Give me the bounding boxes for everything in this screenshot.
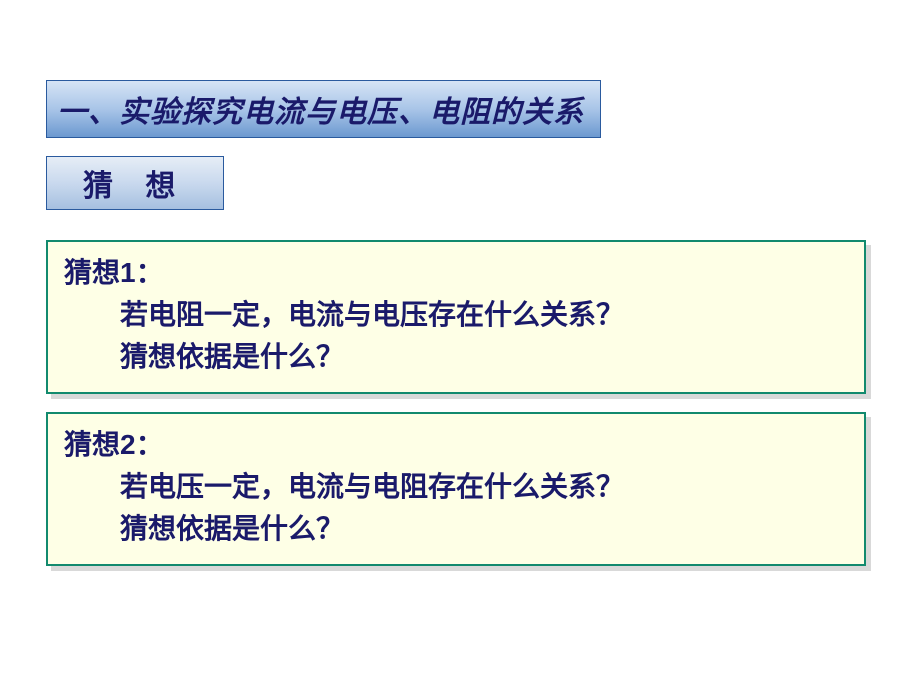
- hypothesis-2-line1: 若电压一定，电流与电阻存在什么关系？: [64, 466, 848, 508]
- section-title: 一、实验探究电流与电压、电阻的关系: [46, 80, 601, 138]
- hypothesis-2-line2: 猜想依据是什么？: [64, 508, 848, 550]
- hypothesis-2-heading: 猜想2：: [64, 424, 848, 466]
- hypothesis-box-1: 猜想1： 若电阻一定，电流与电压存在什么关系？ 猜想依据是什么？: [46, 240, 866, 394]
- hypothesis-1-line2: 猜想依据是什么？: [64, 336, 848, 378]
- hypothesis-box-2: 猜想2： 若电压一定，电流与电阻存在什么关系？ 猜想依据是什么？: [46, 412, 866, 566]
- slide: 一、实验探究电流与电压、电阻的关系 猜 想 猜想1： 若电阻一定，电流与电压存在…: [0, 0, 920, 690]
- hypothesis-1-heading: 猜想1：: [64, 252, 848, 294]
- hypothesis-1-line1: 若电阻一定，电流与电压存在什么关系？: [64, 294, 848, 336]
- box-content: 猜想2： 若电压一定，电流与电阻存在什么关系？ 猜想依据是什么？: [46, 412, 866, 566]
- box-content: 猜想1： 若电阻一定，电流与电压存在什么关系？ 猜想依据是什么？: [46, 240, 866, 394]
- section-subtitle: 猜 想: [46, 156, 224, 210]
